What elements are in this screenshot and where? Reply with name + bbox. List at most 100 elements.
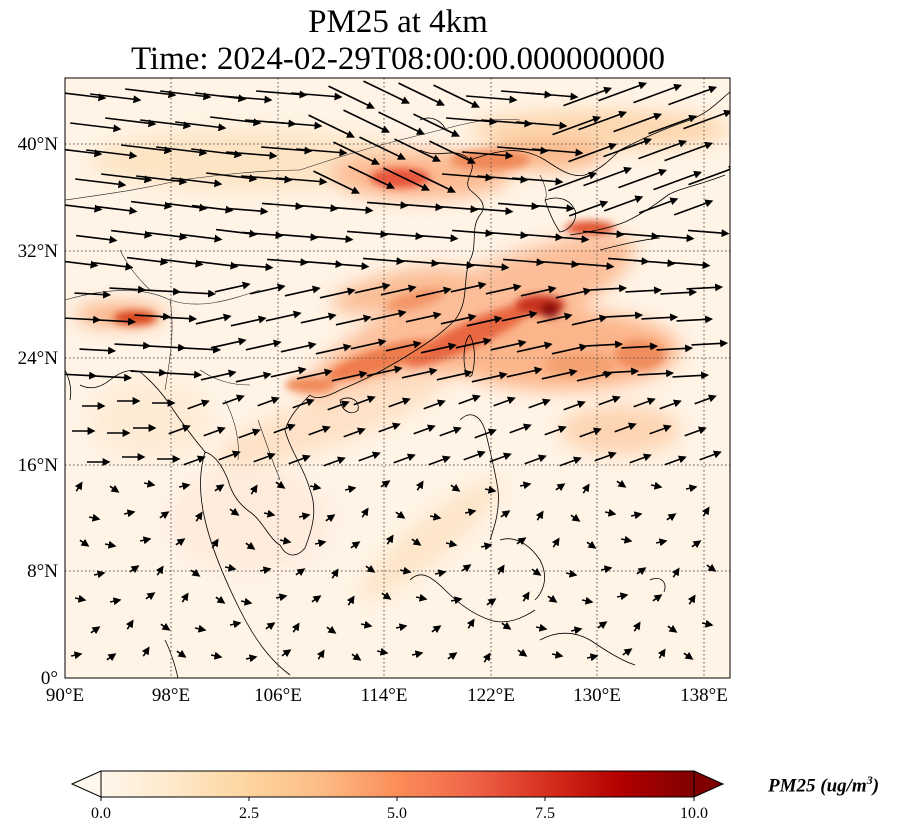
wind-arrow [458,394,481,405]
wind-arrow [688,229,730,238]
wind-arrow [653,234,695,243]
wind-arrow [350,541,361,550]
wind-arrow [227,207,269,216]
colorbar-tick-label: 2.5 [239,805,259,822]
wind-arrow [671,567,680,578]
wind-arrow [477,175,529,184]
wind-arrow [109,597,122,606]
wind-arrow [366,365,403,377]
wind-arrow [472,207,514,216]
wind-arrow [376,647,389,656]
wind-arrow [265,622,276,631]
wind-arrow [183,455,206,466]
wind-arrow [261,146,313,155]
wind-arrow [238,428,261,439]
wind-arrow [565,569,578,578]
wind-arrow [667,624,678,633]
wind-arrow [420,342,457,354]
wind-arrow [450,281,487,293]
wind-arrow [531,567,542,576]
wind-arrow [65,315,102,324]
wind-arrow [649,424,672,435]
wind-arrow [191,148,243,159]
wind-arrow [363,257,405,266]
wind-arrow [571,314,608,326]
wind-arrow [616,592,629,601]
wind-arrow [429,140,476,164]
y-tick-label: 24°N [18,348,59,369]
wind-arrow [691,339,729,348]
map-subtitle-time: Time: 2024-02-29T08:00:00.000000000 [130,41,666,77]
wind-arrow [354,282,391,294]
wind-arrow [413,424,436,435]
x-tick-label: 130°E [573,685,621,706]
wind-arrow [363,80,410,104]
wind-arrow [192,204,234,214]
wind-arrow [657,648,666,659]
wind-arrow [417,234,459,243]
wind-arrow [629,453,652,464]
wind-arrow [92,261,134,271]
wind-arrow [242,231,284,240]
x-tick-label: 138°E [680,685,728,706]
wind-vectors [65,80,730,663]
wind-arrow [315,343,352,355]
wind-arrow [480,542,493,551]
wind-arrow [106,653,117,662]
wind-arrow [311,595,322,604]
y-tick-label: 40°N [18,134,59,155]
wind-arrow [275,593,288,602]
wind-arrow [573,262,615,271]
wind-arrow [688,165,730,186]
wind-arrow [401,367,438,379]
colorbar-gradient [100,770,695,798]
wind-arrow [226,151,278,160]
wind-arrow [468,263,510,272]
wind-arrow [295,568,306,577]
wind-arrow [129,565,140,574]
wind-arrow [481,119,533,128]
wind-arrow [330,568,339,579]
wind-arrow [360,507,369,518]
wind-arrow [123,509,136,518]
wind-arrow [482,652,491,663]
wind-arrow [284,285,321,297]
wind-arrow [127,256,169,266]
wind-arrow [600,565,613,574]
colorbar-label-close: ) [872,775,880,797]
wind-arrow [463,450,486,461]
wind-arrow [503,258,545,267]
map-panel [65,78,730,678]
wind-arrow [521,591,530,602]
wind-arrow [70,651,83,660]
wind-arrow [343,109,390,133]
wind-arrow [660,288,698,297]
x-tick-label: 114°E [361,685,408,706]
wind-arrow [616,479,627,488]
wind-arrow [637,369,675,378]
wind-arrow [65,204,103,213]
wind-arrow [359,136,406,160]
wind-arrow [597,621,608,630]
wind-arrow [277,233,319,242]
wind-arrow [618,168,668,189]
wind-arrow [683,651,694,660]
wind-arrow [455,337,492,349]
wind-arrow [74,481,83,492]
colorbar-tick-label: 5.0 [387,805,407,822]
wind-arrow [146,231,188,241]
wind-arrow [498,202,540,211]
wind-arrow [447,652,458,661]
wind-arrow [555,287,592,299]
wind-arrow [583,166,633,187]
wind-arrow [648,114,698,135]
wind-arrow [332,206,374,215]
wind-arrow [638,197,679,214]
wind-arrow [230,315,267,327]
wind-arrow [165,370,203,379]
x-tick-label: 90°E [46,685,84,706]
wind-arrow [398,82,445,106]
wind-arrow [271,121,323,130]
wind-arrow [144,287,182,296]
wind-arrow [466,95,518,104]
